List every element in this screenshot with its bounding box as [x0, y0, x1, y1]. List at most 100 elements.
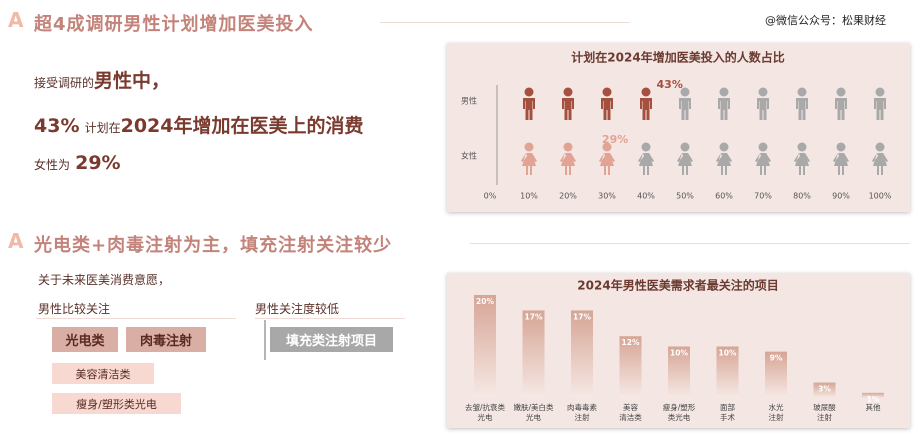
icon-head [836, 87, 846, 97]
value-label: 9% [770, 354, 783, 363]
x-tick-label: 水光 [769, 402, 784, 412]
tag: 美容清洁类 [52, 363, 154, 384]
x-tick-label: 玻尿酸 [813, 402, 836, 412]
bar [813, 382, 836, 398]
icon-body [677, 153, 693, 175]
row-label: 女性 [461, 151, 477, 161]
tag: 瘦身/塑形类光电 [52, 393, 181, 414]
x-tick-label: 50% [676, 192, 694, 201]
icon-head [641, 142, 651, 152]
icon-head [602, 142, 612, 152]
value-label: 10% [670, 349, 688, 358]
icon-body [716, 153, 732, 175]
icon-body [794, 153, 810, 175]
value-label: 17% [573, 312, 591, 321]
icon-head [524, 87, 534, 97]
x-tick-label: 注射 [769, 412, 784, 422]
icon-body [874, 98, 886, 120]
bar [668, 346, 690, 398]
x-tick-label: 清洁类 [619, 412, 642, 422]
bar [522, 310, 545, 398]
icon-body [560, 153, 576, 175]
icon-body [872, 153, 888, 175]
chart-title: 计划在2024年增加医美投入的人数占比 [571, 50, 784, 65]
icon-body [601, 98, 613, 120]
x-tick-label: 10% [520, 192, 538, 201]
divider [264, 320, 266, 360]
bar [862, 392, 884, 398]
pictogram-chart: 计划在2024年增加医美投入的人数占比 0% 10% 20% 30% 40% 50% 60%… [461, 50, 892, 201]
value-label: 29% [602, 133, 628, 146]
x-tick-label: 手术 [720, 412, 735, 422]
empty-icons [679, 87, 886, 120]
icon-head [836, 142, 846, 152]
value-label: 3% [818, 385, 831, 394]
icon-body [523, 98, 535, 120]
icon-head [875, 142, 885, 152]
x-tick-label: 嫩肤/美白类 [513, 402, 554, 412]
icon: A [8, 229, 24, 253]
chart-title: 2024年男性医美需求者最关注的项目 [577, 278, 778, 293]
icon-head [680, 87, 690, 97]
bar [716, 346, 739, 398]
x-tick-label: 光电 [478, 412, 493, 422]
icon-body [638, 153, 654, 175]
x-tick-label: 0% [484, 192, 497, 201]
text: 男性中， [94, 70, 171, 92]
x-tick-label: 80% [793, 192, 811, 201]
value-label: 12% [622, 338, 640, 347]
x-tick-label: 注射 [575, 412, 590, 422]
bar [619, 336, 642, 398]
text: 女性为 [34, 158, 71, 172]
x-tick-label: 类光电 [668, 412, 691, 422]
x-tick-label: 90% [832, 192, 850, 201]
text: 计划在 [84, 121, 121, 135]
icon-body [718, 98, 730, 120]
icon-head [524, 142, 534, 152]
chart-panel: 2024年男性医美需求者最关注的项目 20% 去皱/抗衰类 光电 17% 嫩肤/美白类光… [447, 273, 910, 428]
value-label: 20% [476, 297, 494, 306]
icon-head [641, 87, 651, 97]
x-tick-label: 注射 [817, 412, 832, 422]
icon-head [797, 87, 807, 97]
icon-head [758, 142, 768, 152]
text-line: 接受调研的男性中， [34, 66, 170, 93]
x-tick-label: 去皱/抗衰类 [465, 402, 506, 412]
icon-head [563, 87, 573, 97]
x-tick-label: 面部 [720, 402, 735, 412]
icon-body [833, 153, 849, 175]
icon-head [875, 87, 885, 97]
bar [571, 310, 593, 398]
tag: 填充类注射项目 [270, 327, 393, 352]
divider [36, 318, 236, 319]
x-tick-label: 光电 [526, 412, 541, 422]
x-tick-label: 20% [559, 192, 577, 201]
icon-head [563, 142, 573, 152]
watermark: @微信公众号：松果财经 [765, 14, 886, 27]
icon-head [680, 142, 690, 152]
section-title: 超4成调研男性计划增加医美投入 [34, 14, 314, 35]
x-tick-label: 70% [754, 192, 772, 201]
text: 29% [75, 152, 121, 174]
text: 2024年增加在医美上的消费 [120, 115, 364, 137]
x-tick-label: 肉毒毒素 [567, 402, 597, 412]
icon-body [521, 153, 537, 175]
tag: 肉毒注射 [126, 327, 206, 352]
empty-icons [638, 142, 888, 175]
icon-body [679, 98, 691, 120]
x-tick-label: 60% [715, 192, 733, 201]
icon-body [835, 98, 847, 120]
icon-head [758, 87, 768, 97]
value-label: 43% [657, 78, 683, 91]
x-tick-label: 40% [637, 192, 655, 201]
text: 关于未来医美消费意愿， [38, 273, 171, 287]
tag: 光电类 [52, 327, 118, 352]
text: 男性关注度较低 [255, 302, 340, 316]
divider [470, 243, 910, 244]
icon: A [8, 8, 24, 32]
value-label: 10% [719, 349, 737, 358]
icon-body [562, 98, 574, 120]
divider [380, 22, 630, 23]
text: 43% [34, 115, 80, 137]
